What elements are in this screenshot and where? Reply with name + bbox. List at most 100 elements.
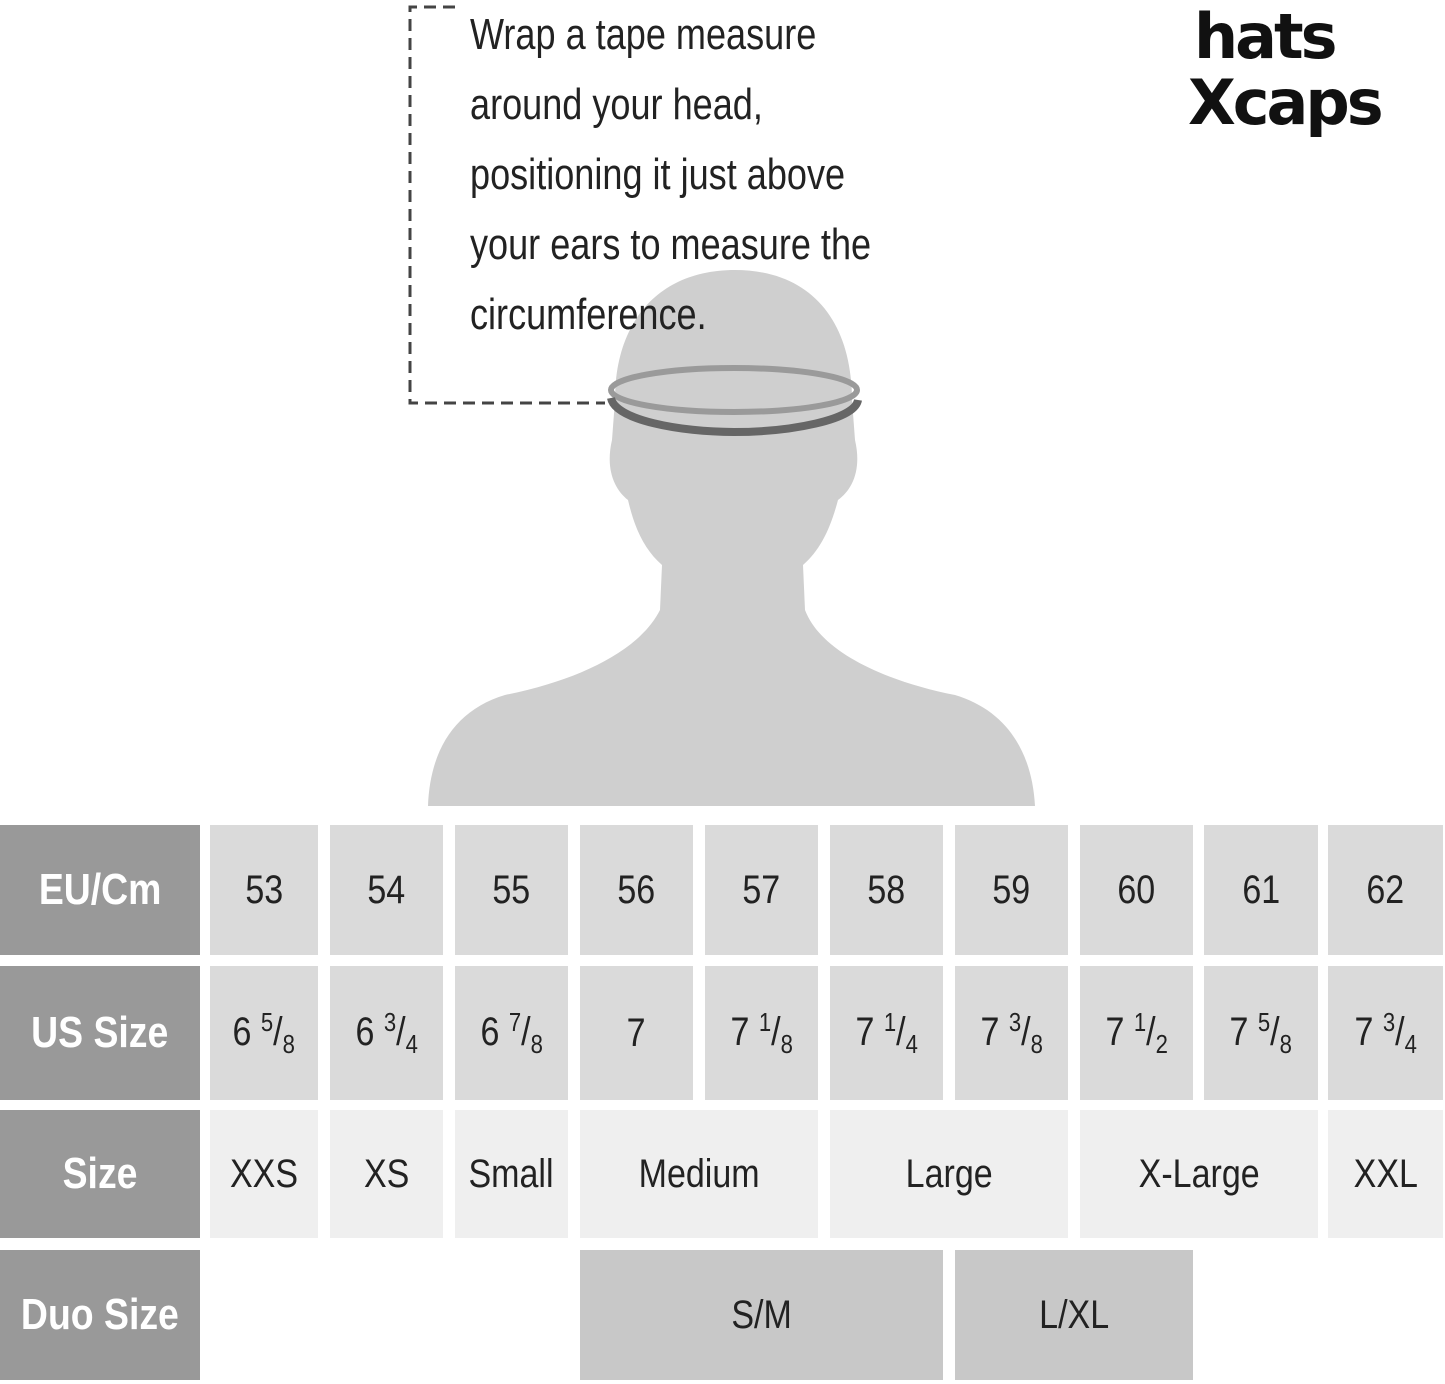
logo-line-1: hats <box>1194 0 1338 73</box>
fraction-slash: / <box>1270 1009 1280 1054</box>
us-size-numerator: 7 <box>508 1006 521 1037</box>
size-cell: Small <box>455 1110 568 1238</box>
row-header: EU/Cm <box>0 825 200 955</box>
size-cell: Large <box>830 1110 1068 1238</box>
eu-cm-value: 56 <box>617 867 656 912</box>
us-size-whole: 6 <box>355 1009 375 1054</box>
eu-cm-cell: 55 <box>455 825 568 955</box>
us-size-value: 7 1/4 <box>855 1007 917 1060</box>
us-size-denominator: 8 <box>530 1028 543 1059</box>
size-label: XXS <box>229 1151 299 1196</box>
row-header-label: EU/Cm <box>38 865 162 914</box>
us-size-value: 6 5/8 <box>233 1007 295 1060</box>
logo-line-2: Xcaps <box>1188 66 1384 139</box>
duo-size-cell: S/M <box>580 1250 943 1380</box>
us-size-whole: 6 <box>232 1009 252 1054</box>
us-size-value: 7 3/4 <box>1354 1007 1416 1060</box>
eu-cm-cell: 58 <box>830 825 943 955</box>
us-size-cell: 6 3/4 <box>330 966 443 1100</box>
us-size-value: 7 <box>627 1011 646 1056</box>
us-size-numerator: 3 <box>1382 1006 1395 1037</box>
eu-cm-value: 60 <box>1117 867 1156 912</box>
eu-cm-value: 53 <box>245 867 283 912</box>
fraction-slash: / <box>770 1009 781 1054</box>
us-size-whole: 7 <box>980 1009 1000 1054</box>
us-size-value: 7 1/8 <box>730 1007 792 1060</box>
eu-cm-value: 61 <box>1242 867 1280 912</box>
eu-cm-cell: 53 <box>210 825 318 955</box>
us-size-whole: 7 <box>1105 1009 1125 1054</box>
us-size-numerator: 3 <box>383 1006 396 1037</box>
us-size-denominator: 2 <box>1155 1028 1168 1059</box>
us-size-denominator: 4 <box>905 1028 918 1059</box>
size-label: XS <box>363 1151 410 1196</box>
duo-size-label: L/XL <box>1039 1292 1109 1337</box>
us-size-denominator: 8 <box>1030 1028 1043 1059</box>
size-label: X-Large <box>1138 1151 1260 1196</box>
us-size-denominator: 8 <box>282 1028 296 1059</box>
us-size-denominator: 8 <box>1279 1028 1293 1059</box>
us-size-cell: 7 <box>580 966 693 1100</box>
row-header-label: Duo Size <box>21 1290 179 1339</box>
size-cell: XXS <box>210 1110 318 1238</box>
eu-cm-cell: 62 <box>1328 825 1443 955</box>
us-size-numerator: 3 <box>1008 1006 1021 1037</box>
eu-cm-value: 55 <box>492 867 531 912</box>
eu-cm-cell: 56 <box>580 825 693 955</box>
us-size-numerator: 1 <box>1133 1006 1146 1037</box>
us-size-denominator: 8 <box>780 1028 793 1059</box>
us-size-numerator: 1 <box>883 1006 896 1037</box>
size-cell: XXL <box>1328 1110 1443 1238</box>
eu-cm-value: 58 <box>867 867 906 912</box>
brand-logo: hats Xcaps <box>1188 0 1384 139</box>
eu-cm-value: 62 <box>1366 867 1405 912</box>
head-silhouette <box>428 270 1035 806</box>
us-size-whole: 6 <box>480 1009 500 1054</box>
size-label: Medium <box>638 1151 760 1196</box>
row-header-label: Size <box>62 1149 138 1198</box>
size-cell: XS <box>330 1110 443 1238</box>
us-size-cell: 6 7/8 <box>455 966 568 1100</box>
us-size-whole: 7 <box>627 1010 646 1055</box>
us-size-whole: 7 <box>730 1009 750 1054</box>
row-header: Duo Size <box>0 1250 200 1380</box>
eu-cm-cell: 59 <box>955 825 1068 955</box>
fraction-slash: / <box>1145 1009 1156 1054</box>
duo-size-label: S/M <box>731 1292 792 1337</box>
eu-cm-value: 54 <box>367 867 406 912</box>
us-size-whole: 7 <box>1354 1009 1374 1054</box>
us-size-whole: 7 <box>855 1009 875 1054</box>
size-label: Large <box>905 1151 993 1196</box>
us-size-cell: 7 1/8 <box>705 966 818 1100</box>
eu-cm-cell: 61 <box>1204 825 1318 955</box>
us-size-cell: 6 5/8 <box>210 966 318 1100</box>
eu-cm-cell: 60 <box>1080 825 1193 955</box>
fraction-slash: / <box>395 1009 406 1054</box>
us-size-cell: 7 3/4 <box>1328 966 1443 1100</box>
size-label: XXL <box>1353 1151 1418 1196</box>
fraction-slash: / <box>273 1009 283 1054</box>
us-size-numerator: 5 <box>261 1006 274 1037</box>
us-size-cell: 7 5/8 <box>1204 966 1318 1100</box>
us-size-whole: 7 <box>1229 1009 1249 1054</box>
us-size-cell: 7 3/8 <box>955 966 1068 1100</box>
us-size-denominator: 4 <box>1404 1028 1417 1059</box>
us-size-cell: 7 1/4 <box>830 966 943 1100</box>
us-size-numerator: 5 <box>1258 1006 1271 1037</box>
pointer-dashed-line <box>408 5 605 405</box>
size-cell: X-Large <box>1080 1110 1318 1238</box>
us-size-cell: 7 1/2 <box>1080 966 1193 1100</box>
row-header: Size <box>0 1110 200 1238</box>
row-header-label: US Size <box>31 1008 169 1057</box>
fraction-slash: / <box>520 1009 531 1054</box>
fraction-slash: / <box>1020 1009 1031 1054</box>
tape-measure-front <box>607 396 862 437</box>
eu-cm-value: 57 <box>742 867 781 912</box>
eu-cm-cell: 57 <box>705 825 818 955</box>
size-label: Small <box>468 1151 555 1196</box>
fraction-slash: / <box>1394 1009 1405 1054</box>
us-size-numerator: 1 <box>758 1006 771 1037</box>
tape-measure-back <box>608 365 860 415</box>
measuring-instruction: Wrap a tape measure around your head, po… <box>470 10 872 339</box>
row-header: US Size <box>0 966 200 1100</box>
